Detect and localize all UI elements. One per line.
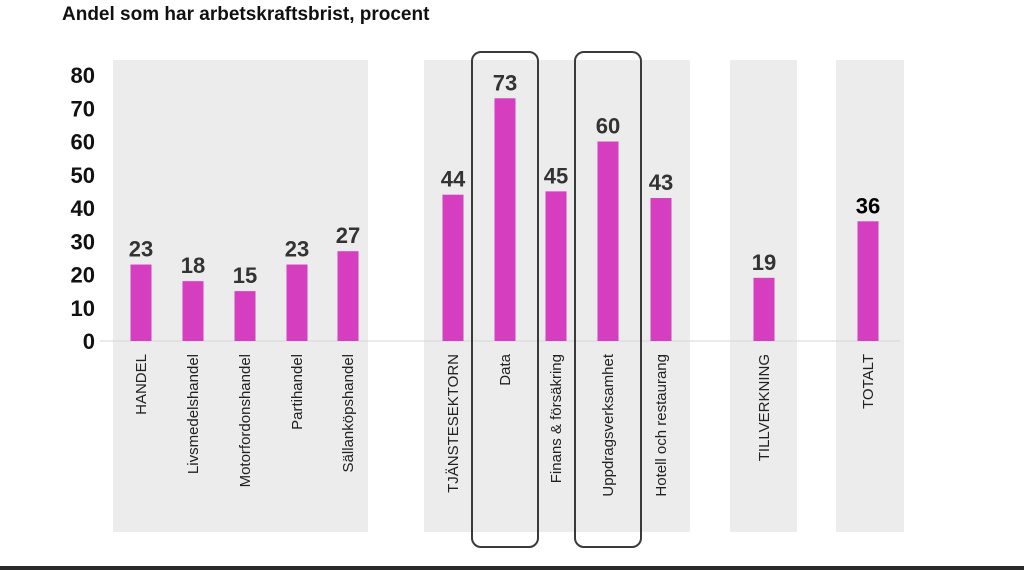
bar-livsmedelshandel — [182, 281, 204, 341]
highlight-box-data — [471, 51, 539, 548]
value-label-tjanstesektorn: 44 — [441, 167, 466, 192]
y-tick-label: 20 — [71, 263, 95, 288]
bar-tillverkning — [753, 277, 775, 341]
y-tick-label: 40 — [71, 196, 95, 221]
bar-data — [494, 98, 516, 342]
y-tick-label: 0 — [83, 329, 95, 354]
value-label-uppdragsverksamhet: 60 — [596, 114, 620, 139]
value-label-hotell-och-restaurang: 43 — [649, 170, 673, 195]
category-label-hotell-och-restaurang: Hotell och restaurang — [653, 354, 670, 497]
bar-motorfordonshandel — [234, 291, 256, 341]
chart-title: Andel som har arbetskraftsbrist, procent — [62, 4, 430, 25]
bar-hotell-och-restaurang — [650, 198, 672, 341]
bar-totalt — [857, 221, 879, 341]
bar-handel — [130, 264, 152, 341]
value-label-tillverkning: 19 — [752, 250, 776, 275]
bar-partihandel — [286, 264, 308, 341]
y-tick-label: 30 — [71, 229, 95, 254]
value-label-sallankopshandel: 27 — [336, 223, 360, 248]
category-label-partihandel: Partihandel — [289, 354, 306, 430]
y-tick-label: 50 — [71, 163, 95, 188]
category-label-totalt: TOTALT — [860, 354, 877, 409]
bottom-divider — [0, 566, 1024, 570]
bar-sallankopshandel — [337, 251, 359, 341]
category-label-tjanstesektorn: TJÄNSTESEKTORN — [445, 354, 462, 493]
category-label-handel: HANDEL — [133, 354, 150, 415]
bar-uppdragsverksamhet — [597, 141, 619, 341]
y-tick-label: 10 — [71, 296, 95, 321]
value-label-partihandel: 23 — [285, 237, 309, 262]
value-label-data: 73 — [493, 70, 517, 95]
y-tick-label: 70 — [71, 96, 95, 121]
category-label-uppdragsverksamhet: Uppdragsverksamhet — [600, 353, 617, 496]
value-label-livsmedelshandel: 18 — [181, 253, 205, 278]
bar-finans-and-forsakring — [545, 191, 567, 341]
category-label-livsmedelshandel: Livsmedelshandel — [185, 354, 202, 474]
category-label-tillverkning: TILLVERKNING — [756, 354, 773, 461]
bar-tjanstesektorn — [442, 194, 464, 341]
value-label-totalt: 36 — [856, 193, 880, 218]
category-label-data: Data — [497, 353, 514, 385]
y-tick-label: 80 — [71, 63, 95, 88]
category-label-finans-and-forsakring: Finans & försäkring — [548, 354, 565, 483]
y-tick-label: 60 — [71, 130, 95, 155]
highlight-box-uppdragsverksamhet — [574, 51, 642, 548]
category-label-motorfordonshandel: Motorfordonshandel — [237, 354, 254, 487]
value-label-finans-and-forsakring: 45 — [544, 163, 568, 188]
value-label-motorfordonshandel: 15 — [233, 263, 257, 288]
value-label-handel: 23 — [129, 237, 153, 262]
category-label-sallankopshandel: Sällanköpshandel — [340, 354, 357, 472]
